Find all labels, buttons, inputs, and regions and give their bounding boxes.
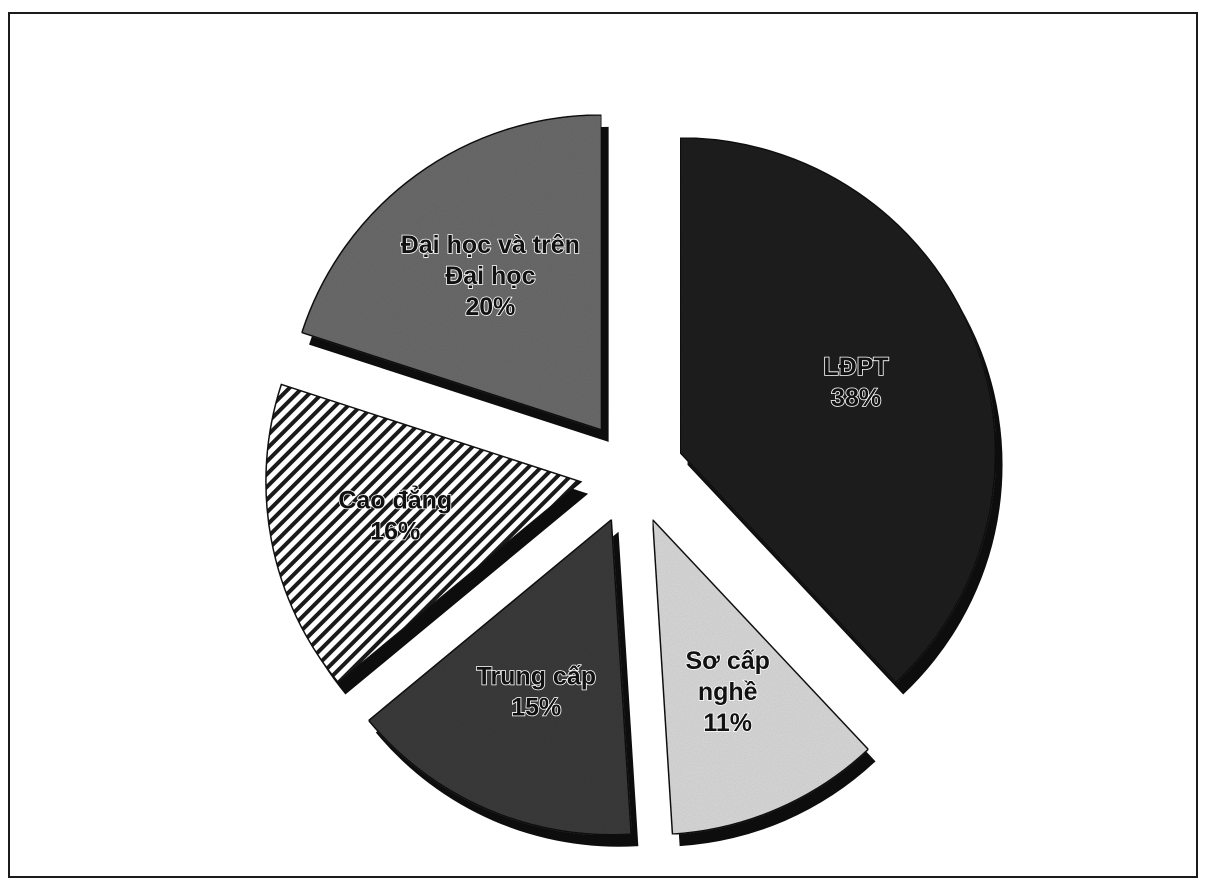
- slice-label-line: 11%: [703, 709, 752, 737]
- slice-label: Sơ cấp nghề 11%: [685, 647, 769, 737]
- slice-label-line: Đại học và trên: [401, 231, 580, 259]
- pie-slice-face: [651, 517, 870, 835]
- pie-slice: [265, 383, 589, 695]
- slice-label-line: Trung cấp: [477, 662, 596, 690]
- pie-slice-face: [679, 137, 997, 684]
- pie-slice: [367, 518, 639, 847]
- pie-slice: [300, 114, 609, 442]
- pie-slice: [651, 517, 876, 847]
- slice-label: Trung cấp 15%: [477, 662, 596, 721]
- slice-label: Đại học và trên Đại học 20%: [401, 231, 580, 321]
- pie-slice: [679, 137, 1003, 695]
- pie-slice-face: [265, 383, 583, 684]
- slice-label: Cao đẳng 16%: [338, 483, 452, 545]
- slice-label-line: 20%: [465, 293, 515, 321]
- slice-label-line: 15%: [511, 693, 561, 721]
- slice-label-line: LĐPT: [823, 352, 888, 380]
- slice-label-line: 38%: [831, 383, 881, 411]
- slice-label-line: Sơ cấp: [685, 647, 769, 675]
- slice-label-line: nghề: [698, 678, 758, 706]
- pie-slice-face: [367, 518, 632, 836]
- slice-label-line: 16%: [370, 517, 420, 545]
- pie-slice-face: [300, 114, 603, 431]
- slice-label-line: Cao đẳng: [338, 483, 452, 514]
- slice-label-line: Đại học: [445, 262, 535, 290]
- slice-label: LĐPT 38%: [823, 352, 888, 411]
